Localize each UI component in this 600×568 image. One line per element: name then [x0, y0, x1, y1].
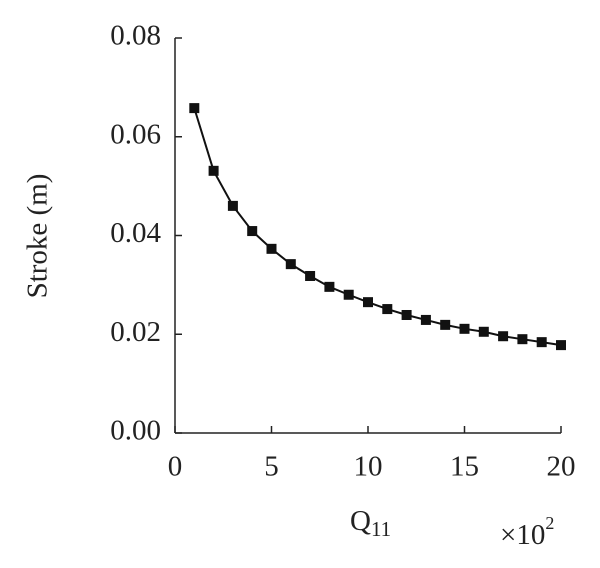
marker	[266, 243, 277, 254]
x-tick-label: 5	[264, 451, 279, 483]
y-tick-label: 0.08	[110, 20, 161, 52]
marker	[324, 281, 335, 292]
x-tick-label: 0	[168, 451, 183, 483]
marker	[285, 259, 296, 270]
marker	[401, 309, 412, 320]
marker	[536, 337, 547, 348]
y-tick-label: 0.04	[110, 217, 161, 249]
x-label-main: Q	[350, 505, 371, 537]
x-tick-label: 15	[450, 451, 479, 483]
x-axis-label: Q11	[350, 505, 391, 541]
marker	[343, 289, 354, 300]
x-multiplier: ×102	[500, 513, 554, 551]
marker	[459, 323, 470, 334]
marker	[498, 331, 509, 342]
x-multiplier-base: ×10	[500, 519, 545, 551]
marker	[247, 226, 258, 237]
marker	[420, 314, 431, 325]
y-tick-label: 0.00	[110, 415, 161, 447]
marker	[440, 319, 451, 330]
y-tick-label: 0.02	[110, 316, 161, 348]
x-tick-label: 20	[547, 451, 576, 483]
marker	[227, 200, 238, 211]
marker	[556, 340, 566, 351]
marker	[478, 326, 489, 337]
y-axis-label: Stroke (m)	[22, 174, 54, 299]
x-tick-label: 10	[354, 451, 383, 483]
x-label-subscript: 11	[371, 517, 391, 541]
marker	[305, 270, 316, 281]
y-tick-label: 0.06	[110, 118, 161, 150]
marker	[363, 297, 373, 308]
marker	[382, 304, 393, 315]
marker	[208, 165, 219, 176]
x-multiplier-exponent: 2	[545, 513, 554, 533]
marker	[189, 103, 200, 114]
marker	[517, 334, 528, 345]
